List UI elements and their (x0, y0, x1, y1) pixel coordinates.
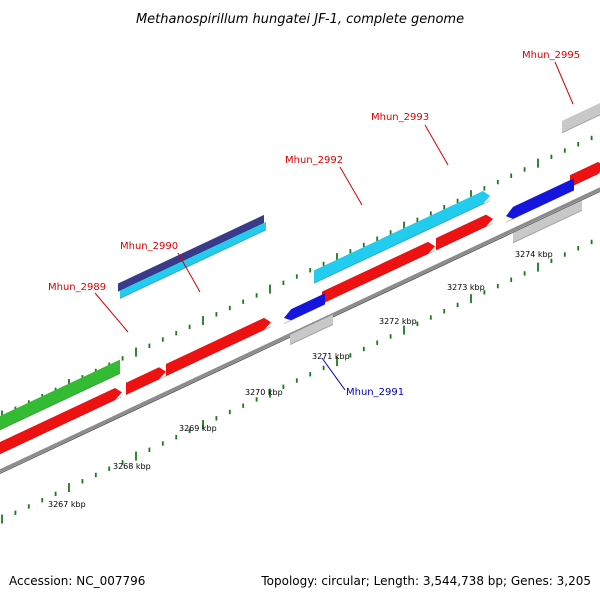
map-title: Methanospirillum hungatei JF-1, complete… (136, 12, 464, 27)
gene-cyan (120, 221, 266, 299)
gene-mhun-2995-edge (569, 172, 600, 188)
gene-mhun-2991-edge (283, 303, 326, 324)
gene-green (0, 359, 120, 431)
leader-layer (94, 61, 574, 391)
tick-label-3272: 3272 kbp (379, 317, 417, 326)
gene-label-mhun-2992[interactable]: Mhun_2992 (285, 155, 343, 166)
accession-text: Accession: NC_007796 (9, 574, 145, 588)
tick-label-3274: 3274 kbp (515, 250, 553, 259)
gene-mhun-2993 (436, 214, 493, 251)
gene-grey-c (562, 103, 600, 133)
tick-label-3268: 3268 kbp (113, 462, 151, 471)
leader-mhun-2990 (177, 252, 201, 293)
gene-grey-b-edge (512, 210, 583, 244)
gene-grey-c-edge (561, 114, 600, 134)
gene-green-edge (0, 373, 121, 431)
gene-navy (118, 214, 264, 292)
feature-layer (0, 103, 600, 455)
gene-mhun-2992 (322, 241, 435, 304)
tick-label-3269: 3269 kbp (179, 424, 217, 433)
gene-red-short (126, 367, 166, 395)
gene-mhun-2990 (166, 317, 271, 376)
gene-mhun-2992-edge (321, 250, 436, 305)
gene-red-short-edge (125, 375, 167, 396)
gene-label-mhun-2990[interactable]: Mhun_2990 (120, 241, 178, 252)
gene-cyan-large-edge (313, 200, 491, 284)
leader-mhun-2991 (321, 357, 346, 391)
gene-grey-a (290, 314, 333, 345)
gene-label-layer: Mhun_2989 Mhun_2990 Mhun_2991 Mhun_2992 … (48, 50, 580, 398)
gene-mhun-2989 (0, 387, 122, 455)
gene-label-mhun-2995[interactable]: Mhun_2995 (522, 50, 580, 61)
gene-cyan-large (314, 190, 490, 284)
gene-mhun-2995 (570, 161, 600, 188)
gene-cyan-edge (119, 229, 267, 300)
leader-mhun-2993 (424, 124, 449, 166)
tick-label-3271: 3271 kbp (312, 352, 350, 361)
gene-grey-a-edge (289, 324, 334, 346)
inner-tick-ring (1, 239, 593, 524)
gene-blue-b-edge (505, 189, 575, 223)
gene-blue-b (506, 178, 574, 219)
gene-label-mhun-2989[interactable]: Mhun_2989 (48, 282, 106, 293)
gene-mhun-2991 (284, 293, 325, 321)
tick-label-3273: 3273 kbp (447, 283, 485, 292)
gene-mhun-2990-edge (165, 326, 272, 377)
leader-mhun-2989 (94, 292, 129, 333)
tick-label-3267: 3267 kbp (48, 500, 86, 509)
topology-text: Topology: circular; Length: 3,544,738 bp… (260, 574, 591, 588)
tick-label-layer: 3267 kbp 3268 kbp 3269 kbp 3270 kbp 3271… (48, 250, 553, 509)
gene-label-mhun-2993[interactable]: Mhun_2993 (371, 112, 429, 123)
outer-tick-ring (1, 135, 593, 420)
genome-backbone (0, 187, 600, 473)
gene-grey-b (513, 200, 582, 243)
leader-mhun-2992 (339, 166, 363, 206)
tick-label-3270: 3270 kbp (245, 388, 283, 397)
gene-mhun-2993-edge (435, 222, 494, 251)
gene-label-mhun-2991[interactable]: Mhun_2991 (346, 387, 404, 398)
leader-mhun-2995 (554, 61, 574, 105)
gene-mhun-2989-edge (0, 396, 123, 455)
